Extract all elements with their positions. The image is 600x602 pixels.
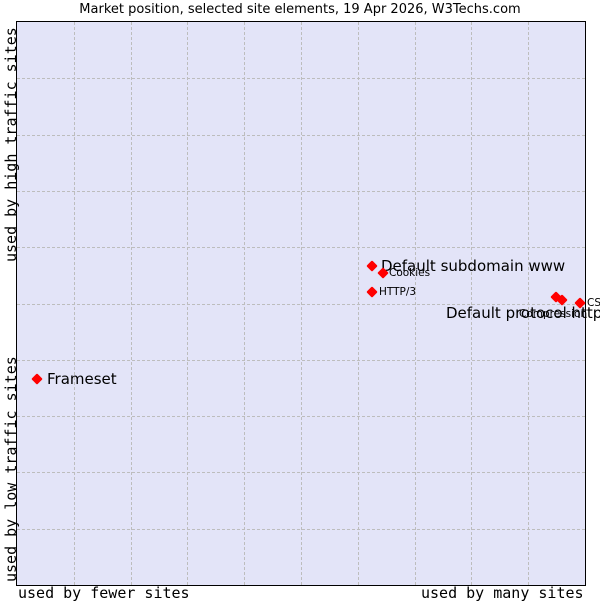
gridline-horizontal (17, 416, 585, 417)
gridline-vertical (415, 22, 416, 585)
gridline-vertical (358, 22, 359, 585)
point-label: CSS (587, 297, 600, 309)
gridline-vertical (74, 22, 75, 585)
gridline-vertical (528, 22, 529, 585)
y-axis-label-bottom: used by low traffic sites (2, 356, 20, 582)
gridline-vertical (131, 22, 132, 585)
chart-title: Market position, selected site elements,… (79, 2, 521, 17)
gridline-vertical (187, 22, 188, 585)
gridline-horizontal (17, 529, 585, 530)
gridline-horizontal (17, 304, 585, 305)
y-axis-label-top: used by high traffic sites (2, 27, 20, 262)
gridline-vertical (301, 22, 302, 585)
x-axis-label-left: used by fewer sites (18, 584, 190, 602)
gridline-horizontal (17, 472, 585, 473)
gridline-vertical (244, 22, 245, 585)
x-axis-label-right: used by many sites (421, 584, 584, 602)
plot-area (16, 21, 586, 586)
gridline-vertical (471, 22, 472, 585)
gridline-horizontal (17, 360, 585, 361)
